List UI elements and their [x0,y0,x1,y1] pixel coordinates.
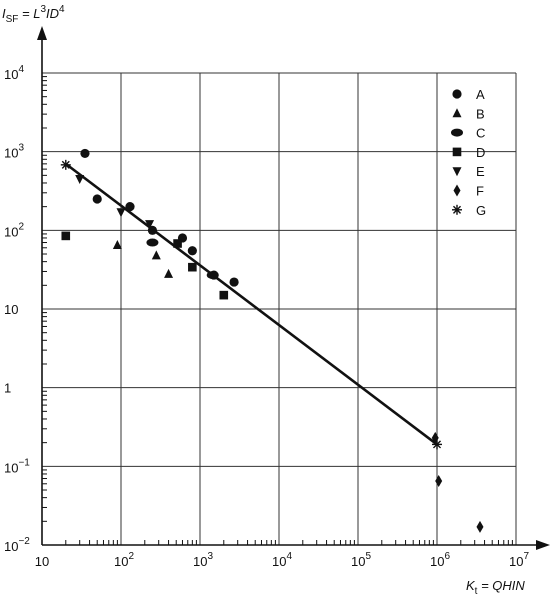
data-point-d [61,231,71,241]
x-tick-label: 107 [509,551,529,569]
legend-marker-a [452,89,462,99]
y-tick-label: 102 [4,221,24,239]
data-point-g [60,159,71,170]
data-point-c [146,238,159,247]
x-axis-arrow-icon [536,540,550,550]
data-point-c [206,271,219,280]
x-tick-label: 104 [272,551,292,569]
legend-marker-d [452,147,462,157]
data-point-a [125,202,135,212]
data-point-a [147,225,158,235]
data-point-a [92,194,102,204]
fit-line [64,162,438,446]
legend-label-f: F [476,184,484,199]
legend-marker-f [453,184,461,197]
legend-label-d: D [476,145,485,160]
data-point-f [476,520,484,533]
data-point-a [80,148,90,159]
y-tick-label: 10−1 [4,457,30,475]
data-point-e [75,174,85,184]
y-tick-label: 104 [4,64,24,82]
data-point-d [173,239,182,248]
x-tick-labels: 10 102 103 104 105 106 107 [35,551,530,569]
data-point-a [187,246,197,256]
data-points [60,148,484,533]
y-tick-labels: 10−2 10−1 1 10 102 103 104 [4,64,30,554]
x-tick-label: 105 [351,551,371,569]
x-tick-label: 106 [430,551,450,569]
legend-label-c: C [476,126,485,141]
legend-label-g: G [476,203,486,218]
legend-label-b: B [476,106,485,121]
minor-ticks [42,76,513,545]
data-point-e [145,220,155,230]
x-tick-label: 103 [193,551,213,569]
data-point-g [432,439,442,450]
data-point-b [112,240,122,250]
y-tick-label: 103 [4,143,24,161]
y-tick-label: 10−2 [4,536,30,554]
legend-marker-b [452,108,462,118]
data-point-e [116,208,126,218]
data-point-f [435,475,443,488]
x-tick-label: 10 [35,554,49,569]
axes [37,26,550,550]
x-axis-title: Kt = QHIN [466,578,525,597]
data-point-d [188,262,197,272]
legend-marker-g [452,204,462,215]
data-point-b [151,250,161,260]
y-tick-label: 1 [4,381,11,396]
data-point-d [219,290,229,300]
x-tick-label: 102 [114,551,134,569]
legend-marker-e [452,167,462,177]
y-axis-arrow-icon [37,26,47,40]
legend-label-e: E [476,164,485,179]
data-point-a [229,277,239,287]
legend-marker-c [451,128,463,137]
legend-label-a: A [476,87,485,102]
y-tick-label: 10 [4,302,18,317]
grid [42,72,517,545]
data-point-b [164,268,174,278]
y-axis-title: ISF = L3ID4 [2,4,65,25]
